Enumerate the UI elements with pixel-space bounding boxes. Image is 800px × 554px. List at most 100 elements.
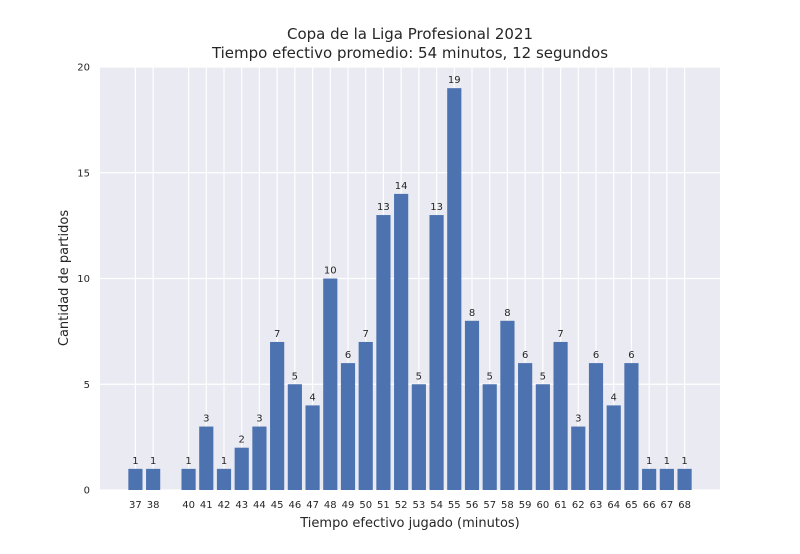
- bar: [394, 193, 409, 490]
- bar-value-label: 6: [345, 350, 351, 361]
- x-tick-label: 55: [448, 500, 461, 511]
- x-tick-label: 58: [501, 500, 514, 511]
- bar: [128, 468, 143, 490]
- x-tick-label: 46: [288, 500, 301, 511]
- bar: [464, 320, 480, 490]
- bar-value-label: 19: [448, 75, 461, 86]
- x-axis-label: Tiempo efectivo jugado (minutos): [299, 516, 520, 531]
- bar: [323, 278, 338, 490]
- bar: [340, 363, 356, 490]
- bar: [270, 341, 285, 490]
- bar: [447, 88, 462, 491]
- bar: [518, 363, 533, 490]
- bar-value-label: 4: [611, 392, 617, 403]
- x-tick-label: 54: [430, 500, 443, 511]
- bar: [199, 426, 214, 490]
- x-tick-label: 67: [660, 500, 673, 511]
- bar: [358, 341, 373, 490]
- x-tick-label: 43: [235, 500, 248, 511]
- bar: [624, 363, 639, 490]
- bar-value-label: 3: [575, 414, 581, 425]
- bar-value-label: 6: [522, 350, 528, 361]
- x-tick-label: 56: [466, 500, 479, 511]
- bar: [234, 447, 249, 490]
- bar: [553, 341, 568, 490]
- bar-value-label: 7: [557, 329, 563, 340]
- bar: [146, 468, 161, 490]
- y-tick-label: 10: [77, 274, 90, 285]
- bar-value-label: 7: [363, 329, 369, 340]
- bar-value-label: 5: [540, 371, 546, 382]
- x-tick-label: 51: [377, 500, 390, 511]
- y-tick-label: 5: [84, 380, 90, 391]
- bar-value-label: 2: [239, 435, 245, 446]
- bar: [376, 215, 391, 491]
- x-tick-label: 44: [253, 500, 266, 511]
- bar: [659, 468, 674, 490]
- x-tick-label: 50: [359, 500, 372, 511]
- bar-value-label: 13: [430, 202, 443, 213]
- bar: [482, 384, 497, 490]
- x-tick-label: 63: [590, 500, 603, 511]
- bar-value-label: 1: [646, 456, 652, 467]
- x-tick-label: 57: [483, 500, 496, 511]
- x-tick-label: 49: [342, 500, 355, 511]
- bar: [606, 405, 621, 490]
- bar-value-label: 8: [469, 308, 475, 319]
- bar: [411, 384, 426, 490]
- y-tick-label: 0: [84, 486, 90, 497]
- bar-value-label: 1: [664, 456, 670, 467]
- x-tick-label: 37: [129, 500, 142, 511]
- y-tick-label: 20: [77, 63, 90, 74]
- bar: [571, 426, 586, 490]
- bar-value-label: 6: [593, 350, 599, 361]
- x-tick-label: 68: [678, 500, 691, 511]
- x-tick-label: 65: [625, 500, 638, 511]
- bar-value-label: 1: [132, 456, 138, 467]
- bar-value-label: 5: [292, 371, 298, 382]
- x-tick-label: 41: [200, 500, 213, 511]
- x-tick-label: 52: [395, 500, 408, 511]
- bar-value-label: 14: [395, 181, 408, 192]
- y-tick-label: 15: [77, 168, 90, 179]
- x-tick-label: 38: [147, 500, 160, 511]
- bar: [642, 468, 657, 490]
- bar-value-label: 1: [185, 456, 191, 467]
- bar-value-label: 1: [681, 456, 687, 467]
- bar-value-label: 4: [309, 392, 315, 403]
- bar-value-label: 1: [221, 456, 227, 467]
- x-tick-label: 45: [271, 500, 284, 511]
- bar: [535, 384, 550, 490]
- x-tick-label: 62: [572, 500, 585, 511]
- bar-value-label: 3: [203, 414, 209, 425]
- bar-value-label: 5: [487, 371, 493, 382]
- bar: [216, 468, 232, 490]
- chart-title: Copa de la Liga Profesional 2021: [287, 25, 533, 43]
- bar-value-label: 7: [274, 329, 280, 340]
- x-tick-label: 47: [306, 500, 319, 511]
- x-tick-label: 66: [643, 500, 656, 511]
- bar-value-label: 5: [416, 371, 422, 382]
- y-axis-label: Cantidad de partidos: [57, 210, 72, 346]
- bar: [429, 215, 444, 491]
- chart-subtitle: Tiempo efectivo promedio: 54 minutos, 12…: [211, 44, 608, 62]
- bar-value-label: 8: [504, 308, 510, 319]
- bar: [181, 468, 196, 490]
- bar: [588, 363, 604, 490]
- bar: [500, 320, 515, 490]
- x-tick-label: 61: [554, 500, 567, 511]
- x-tick-label: 48: [324, 500, 337, 511]
- bar: [252, 426, 267, 490]
- bar-value-label: 6: [628, 350, 634, 361]
- x-tick-label: 59: [519, 500, 532, 511]
- bar: [677, 468, 692, 490]
- x-tick-label: 60: [536, 500, 549, 511]
- bar-value-label: 13: [377, 202, 390, 213]
- x-tick-label: 64: [607, 500, 620, 511]
- bar-value-label: 3: [256, 414, 262, 425]
- x-tick-label: 40: [182, 500, 195, 511]
- x-tick-label: 42: [218, 500, 231, 511]
- bar-value-label: 1: [150, 456, 156, 467]
- bar: [305, 405, 320, 490]
